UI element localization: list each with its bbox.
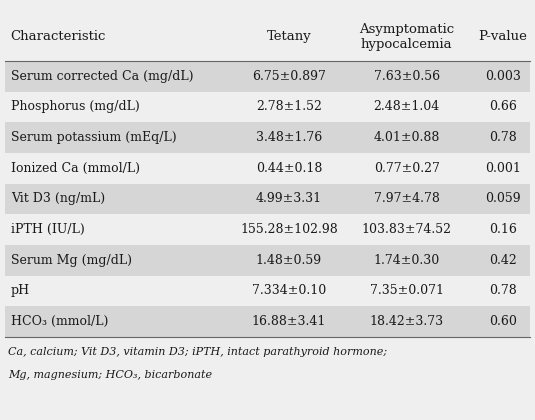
- Text: 18.42±3.73: 18.42±3.73: [370, 315, 444, 328]
- Text: 0.16: 0.16: [489, 223, 517, 236]
- Text: Vit D3 (ng/mL): Vit D3 (ng/mL): [11, 192, 105, 205]
- Text: Mg, magnesium; HCO₃, bicarbonate: Mg, magnesium; HCO₃, bicarbonate: [8, 370, 212, 381]
- Text: 2.48±1.04: 2.48±1.04: [373, 100, 440, 113]
- Bar: [5, 306, 530, 337]
- Bar: [5, 92, 530, 122]
- Text: 0.78: 0.78: [489, 131, 517, 144]
- Text: P-value: P-value: [478, 30, 528, 43]
- Text: 0.42: 0.42: [489, 254, 517, 267]
- Text: 0.001: 0.001: [485, 162, 521, 175]
- Text: 1.74±0.30: 1.74±0.30: [373, 254, 440, 267]
- Text: Asymptomatic
hypocalcemia: Asymptomatic hypocalcemia: [359, 23, 454, 51]
- Text: 0.66: 0.66: [489, 100, 517, 113]
- Text: Ionized Ca (mmol/L): Ionized Ca (mmol/L): [11, 162, 140, 175]
- Text: Phosphorus (mg/dL): Phosphorus (mg/dL): [11, 100, 140, 113]
- Text: 0.059: 0.059: [485, 192, 521, 205]
- Text: 7.334±0.10: 7.334±0.10: [252, 284, 326, 297]
- Text: 7.63±0.56: 7.63±0.56: [373, 70, 440, 83]
- Text: 0.003: 0.003: [485, 70, 521, 83]
- Bar: [5, 122, 530, 153]
- Text: 4.01±0.88: 4.01±0.88: [373, 131, 440, 144]
- Text: 4.99±3.31: 4.99±3.31: [256, 192, 322, 205]
- Bar: [5, 276, 530, 306]
- Text: 0.60: 0.60: [489, 315, 517, 328]
- Text: 0.77±0.27: 0.77±0.27: [373, 162, 440, 175]
- Bar: [5, 245, 530, 276]
- Text: Tetany: Tetany: [266, 30, 311, 43]
- Text: 7.35±0.071: 7.35±0.071: [370, 284, 444, 297]
- Text: 1.48±0.59: 1.48±0.59: [256, 254, 322, 267]
- Text: HCO₃ (mmol/L): HCO₃ (mmol/L): [11, 315, 108, 328]
- Text: 155.28±102.98: 155.28±102.98: [240, 223, 338, 236]
- Text: Ca, calcium; Vit D3, vitamin D3; iPTH, intact parathyroid hormone;: Ca, calcium; Vit D3, vitamin D3; iPTH, i…: [8, 347, 387, 357]
- Text: 6.75±0.897: 6.75±0.897: [252, 70, 326, 83]
- Text: Characteristic: Characteristic: [11, 30, 106, 43]
- Bar: [5, 153, 530, 184]
- Text: Serum corrected Ca (mg/dL): Serum corrected Ca (mg/dL): [11, 70, 193, 83]
- Text: Serum Mg (mg/dL): Serum Mg (mg/dL): [11, 254, 132, 267]
- Bar: [5, 184, 530, 214]
- Text: 0.78: 0.78: [489, 284, 517, 297]
- Text: Serum potassium (mEq/L): Serum potassium (mEq/L): [11, 131, 177, 144]
- Text: 7.97±4.78: 7.97±4.78: [373, 192, 440, 205]
- Text: 2.78±1.52: 2.78±1.52: [256, 100, 322, 113]
- Text: 3.48±1.76: 3.48±1.76: [256, 131, 322, 144]
- Text: 0.44±0.18: 0.44±0.18: [256, 162, 322, 175]
- Text: 16.88±3.41: 16.88±3.41: [251, 315, 326, 328]
- Text: pH: pH: [11, 284, 30, 297]
- Bar: [5, 61, 530, 92]
- Text: iPTH (IU/L): iPTH (IU/L): [11, 223, 85, 236]
- Text: 103.83±74.52: 103.83±74.52: [362, 223, 452, 236]
- Bar: [5, 214, 530, 245]
